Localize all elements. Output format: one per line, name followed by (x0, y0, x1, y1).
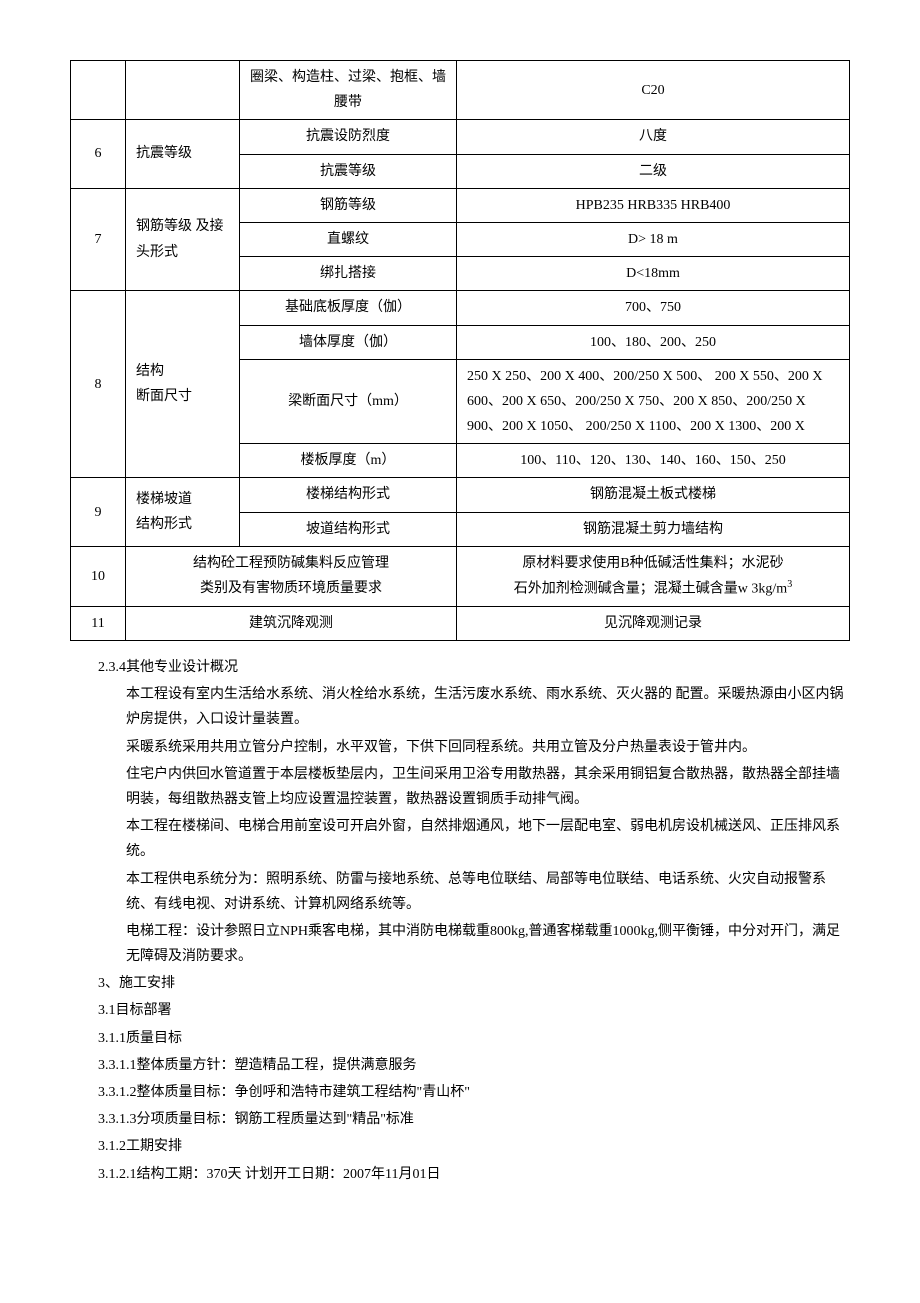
para-1: 本工程设有室内生活给水系统、消火栓给水系统，生活污废水系统、雨水系统、灭火器的 … (98, 682, 850, 732)
table-row: 8结构断面尺寸基础底板厚度（伽）700、750 (71, 291, 850, 325)
row-number: 6 (71, 120, 126, 188)
table-row: 10结构砼工程预防碱集料反应管理类别及有害物质环境质量要求原材料要求使用B种低碱… (71, 546, 850, 606)
row-number: 8 (71, 291, 126, 478)
para-3: 住宅户内供回水管道置于本层楼板垫层内，卫生间采用卫浴专用散热器，其余采用铜铝复合… (98, 762, 850, 812)
spec-table: 圈梁、构造柱、过梁、抱框、墙腰带C206抗震等级抗震设防烈度八度抗震等级二级7钢… (70, 60, 850, 641)
row-value: 700、750 (457, 291, 850, 325)
table-row: 圈梁、构造柱、过梁、抱框、墙腰带C20 (71, 61, 850, 120)
row-number: 10 (71, 546, 126, 606)
row-subject: 抗震等级 (240, 154, 457, 188)
row-value: D> 18 m (457, 222, 850, 256)
row-category: 结构断面尺寸 (126, 291, 240, 478)
heading-3312: 3.3.1.2整体质量目标：争创呼和浩特市建筑工程结构"青山杯" (98, 1080, 850, 1105)
para-2: 采暖系统采用共用立管分户控制，水平双管，下供下回同程系统。共用立管及分户热量表设… (98, 735, 850, 760)
row-value: 原材料要求使用B种低碱活性集料；水泥砂石外加剂检测碱含量；混凝土碱含量w 3kg… (457, 546, 850, 606)
row-value: 100、180、200、250 (457, 325, 850, 359)
row-category: 钢筋等级 及接头形式 (126, 188, 240, 291)
heading-311: 3.1.1质量目标 (98, 1026, 850, 1051)
row-number: 9 (71, 478, 126, 546)
row-value: D<18mm (457, 257, 850, 291)
row-subject: 直螺纹 (240, 222, 457, 256)
row-number: 11 (71, 606, 126, 640)
row-subject: 钢筋等级 (240, 188, 457, 222)
row-subject: 墙体厚度（伽） (240, 325, 457, 359)
row-value: 钢筋混凝土剪力墙结构 (457, 512, 850, 546)
row-value: 见沉降观测记录 (457, 606, 850, 640)
para-6: 电梯工程：设计参照日立NPH乘客电梯，其中消防电梯载重800kg,普通客梯载重1… (98, 919, 850, 969)
body-text: 2.3.4其他专业设计概况 本工程设有室内生活给水系统、消火栓给水系统，生活污废… (98, 655, 850, 1187)
heading-3121: 3.1.2.1结构工期：370天 计划开工日期：2007年11月01日 (98, 1162, 850, 1187)
row-subject: 基础底板厚度（伽） (240, 291, 457, 325)
row-subject: 圈梁、构造柱、过梁、抱框、墙腰带 (240, 61, 457, 120)
row-value: 250 X 250、200 X 400、200/250 X 500、 200 X… (457, 359, 850, 444)
table-row: 9楼梯坡道结构形式楼梯结构形式钢筋混凝土板式楼梯 (71, 478, 850, 512)
row-number: 7 (71, 188, 126, 291)
row-subject: 抗震设防烈度 (240, 120, 457, 154)
row-subject: 结构砼工程预防碱集料反应管理类别及有害物质环境质量要求 (126, 546, 457, 606)
row-value: 二级 (457, 154, 850, 188)
row-number (71, 61, 126, 120)
table-row: 11建筑沉降观测见沉降观测记录 (71, 606, 850, 640)
row-value: 钢筋混凝土板式楼梯 (457, 478, 850, 512)
row-category: 楼梯坡道结构形式 (126, 478, 240, 546)
row-subject: 梁断面尺寸（mm） (240, 359, 457, 444)
heading-234: 2.3.4其他专业设计概况 (98, 655, 850, 680)
row-category: 抗震等级 (126, 120, 240, 188)
heading-3313: 3.3.1.3分项质量目标：钢筋工程质量达到"精品"标准 (98, 1107, 850, 1132)
row-subject: 坡道结构形式 (240, 512, 457, 546)
para-5: 本工程供电系统分为：照明系统、防雷与接地系统、总等电位联结、局部等电位联结、电话… (98, 867, 850, 917)
heading-3311: 3.3.1.1整体质量方针：塑造精品工程，提供满意服务 (98, 1053, 850, 1078)
row-value: 100、110、120、130、140、160、150、250 (457, 444, 850, 478)
row-subject: 绑扎搭接 (240, 257, 457, 291)
para-4: 本工程在楼梯间、电梯合用前室设可开启外窗，自然排烟通风，地下一层配电室、弱电机房… (98, 814, 850, 864)
table-row: 7钢筋等级 及接头形式钢筋等级HPB235 HRB335 HRB400 (71, 188, 850, 222)
heading-3: 3、施工安排 (98, 971, 850, 996)
heading-31: 3.1目标部署 (98, 998, 850, 1023)
row-value: C20 (457, 61, 850, 120)
row-subject: 楼板厚度（m） (240, 444, 457, 478)
heading-312: 3.1.2工期安排 (98, 1134, 850, 1159)
row-subject: 建筑沉降观测 (126, 606, 457, 640)
row-value: HPB235 HRB335 HRB400 (457, 188, 850, 222)
row-category (126, 61, 240, 120)
row-subject: 楼梯结构形式 (240, 478, 457, 512)
table-row: 6抗震等级抗震设防烈度八度 (71, 120, 850, 154)
row-value: 八度 (457, 120, 850, 154)
